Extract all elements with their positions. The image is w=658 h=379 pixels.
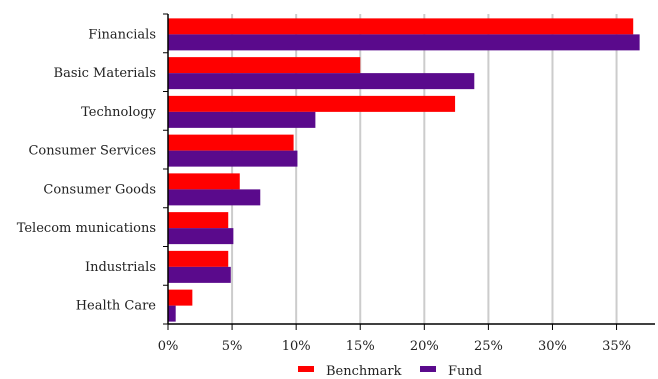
bar-fund	[168, 266, 231, 283]
x-ticks: 0% 5% 10% 15% 20% 25% 30% 35%	[158, 324, 631, 354]
x-tick-label: 30%	[538, 339, 567, 354]
bar-benchmark	[168, 173, 240, 190]
category-label: Consumer Goods	[43, 182, 156, 197]
bar-benchmark	[168, 95, 456, 112]
x-tick-label: 20%	[410, 339, 439, 354]
bar-benchmark	[168, 212, 229, 229]
legend-swatch-fund	[420, 366, 436, 372]
legend-label-fund: Fund	[448, 364, 482, 379]
category-label: Financials	[88, 27, 156, 42]
x-tick-label: 0%	[158, 339, 179, 354]
category-label: Basic Materials	[54, 66, 156, 81]
bars	[168, 18, 640, 322]
x-tick-label: 15%	[346, 339, 375, 354]
legend-swatch-benchmark	[298, 366, 314, 372]
bar-fund	[168, 73, 475, 90]
category-label: Technology	[81, 105, 157, 120]
bar-fund	[168, 34, 640, 51]
bar-fund	[168, 189, 261, 206]
bar-benchmark	[168, 18, 634, 35]
x-tick-label: 25%	[474, 339, 503, 354]
bar-benchmark	[168, 57, 361, 74]
bar-benchmark	[168, 289, 193, 306]
bar-fund	[168, 305, 176, 322]
category-label: Telecom munications	[17, 221, 156, 236]
x-tick-label: 35%	[602, 339, 631, 354]
legend: Benchmark Fund	[298, 364, 482, 379]
bar-fund	[168, 228, 234, 245]
bar-fund	[168, 150, 298, 167]
category-label: Consumer Services	[28, 144, 156, 159]
x-tick-label: 10%	[282, 339, 311, 354]
bar-benchmark	[168, 134, 294, 151]
y-ticks: Financials Basic Materials Technology Consu…	[17, 13, 168, 325]
bar-fund	[168, 111, 316, 128]
x-tick-label: 5%	[222, 339, 243, 354]
bar-benchmark	[168, 250, 229, 267]
category-label: Industrials	[85, 260, 156, 275]
category-label: Health Care	[76, 299, 157, 314]
legend-label-benchmark: Benchmark	[326, 364, 402, 379]
